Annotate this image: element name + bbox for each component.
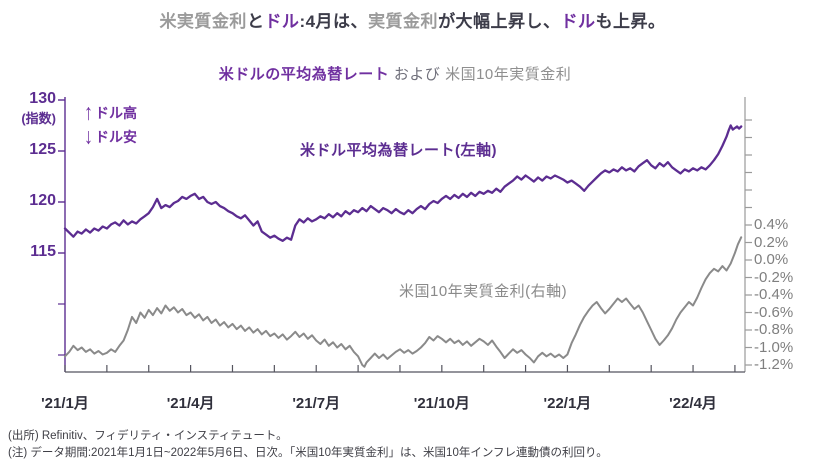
dollar-low-annotation: ↓ ドル安 <box>84 123 137 149</box>
right-axis-label--0.6: -0.6% <box>754 303 794 321</box>
left-axis-unit-label: (指数) <box>21 111 56 126</box>
x-axis-label-1: '21/4月 <box>166 395 215 412</box>
main-title-segment: が大幅上昇し、 <box>438 12 561 31</box>
dollar-high-label: ドル高 <box>95 105 137 121</box>
dollar-low-label: ドル安 <box>95 129 137 145</box>
x-axis-label-3: '21/10月 <box>413 395 470 412</box>
main-title-segment: と <box>246 12 265 31</box>
x-axis-label-5: '22/4月 <box>669 395 717 412</box>
x-axis-label-2: '21/7月 <box>292 395 341 412</box>
real-yield-line <box>64 236 743 368</box>
main-title-segment: 実質金利 <box>368 12 439 31</box>
right-axis-label--0.2: -0.2% <box>754 268 794 286</box>
main-title-segment: :4月は、 <box>299 12 369 31</box>
chart-title-segment: および <box>389 66 446 83</box>
data-note: (注) データ期間:2021年1月1日~2022年5月6日、日次。「米国10年実… <box>8 446 608 459</box>
left-axis-label-115: 115 <box>30 243 56 260</box>
right-axis-label--1.2: -1.2% <box>754 356 794 373</box>
up-arrow-icon: ↑ <box>84 99 93 125</box>
chart-title-segment: 米国10年実質金利 <box>445 66 572 83</box>
main-title-segment: ドル <box>264 12 300 31</box>
left-axis-label-130: 130 <box>29 90 56 107</box>
x-axis-label-4: '22/1月 <box>543 395 592 412</box>
right-axis-label-0.2: 0.2% <box>754 233 789 251</box>
main-title: 米実質金利とドル:4月は、実質金利が大幅上昇し、ドルも上昇。 <box>0 7 825 32</box>
left-axis-label-120: 120 <box>29 192 56 209</box>
right-axis-label--1.0: -1.0% <box>754 338 794 356</box>
right-axis-label--0.4: -0.4% <box>754 286 794 303</box>
main-title-segment: 米実質金利 <box>159 12 247 31</box>
dollar-high-annotation: ↑ ドル高 <box>84 99 137 125</box>
main-title-segment: も上昇。 <box>595 12 666 31</box>
main-title-segment: ドル <box>560 12 596 31</box>
source-note: (出所) Refinitiv、フィデリティ・インスティテュート。 <box>8 430 288 442</box>
right-axis-label--0.8: -0.8% <box>754 321 794 338</box>
right-axis-label-0.0: 0.0% <box>754 251 789 268</box>
x-axis-label-0: '21/1月 <box>41 395 89 412</box>
left-axis-label-125: 125 <box>29 141 56 158</box>
usd-rate-line <box>63 124 743 242</box>
usd-series-label: 米ドル平均為替レート(左軸) <box>300 142 497 159</box>
footer-notes: (出所) Refinitiv、フィデリティ・インスティテュート。 (注) データ… <box>8 428 608 461</box>
chart-title: 米ドルの平均為替レート および 米国10年実質金利 <box>0 63 790 84</box>
down-arrow-icon: ↓ <box>84 123 93 149</box>
right-axis-label-0.4: 0.4% <box>754 216 789 233</box>
yield-series-label: 米国10年実質金利(右軸) <box>399 283 568 300</box>
chart-title-segment: 米ドルの平均為替レート <box>218 66 390 83</box>
